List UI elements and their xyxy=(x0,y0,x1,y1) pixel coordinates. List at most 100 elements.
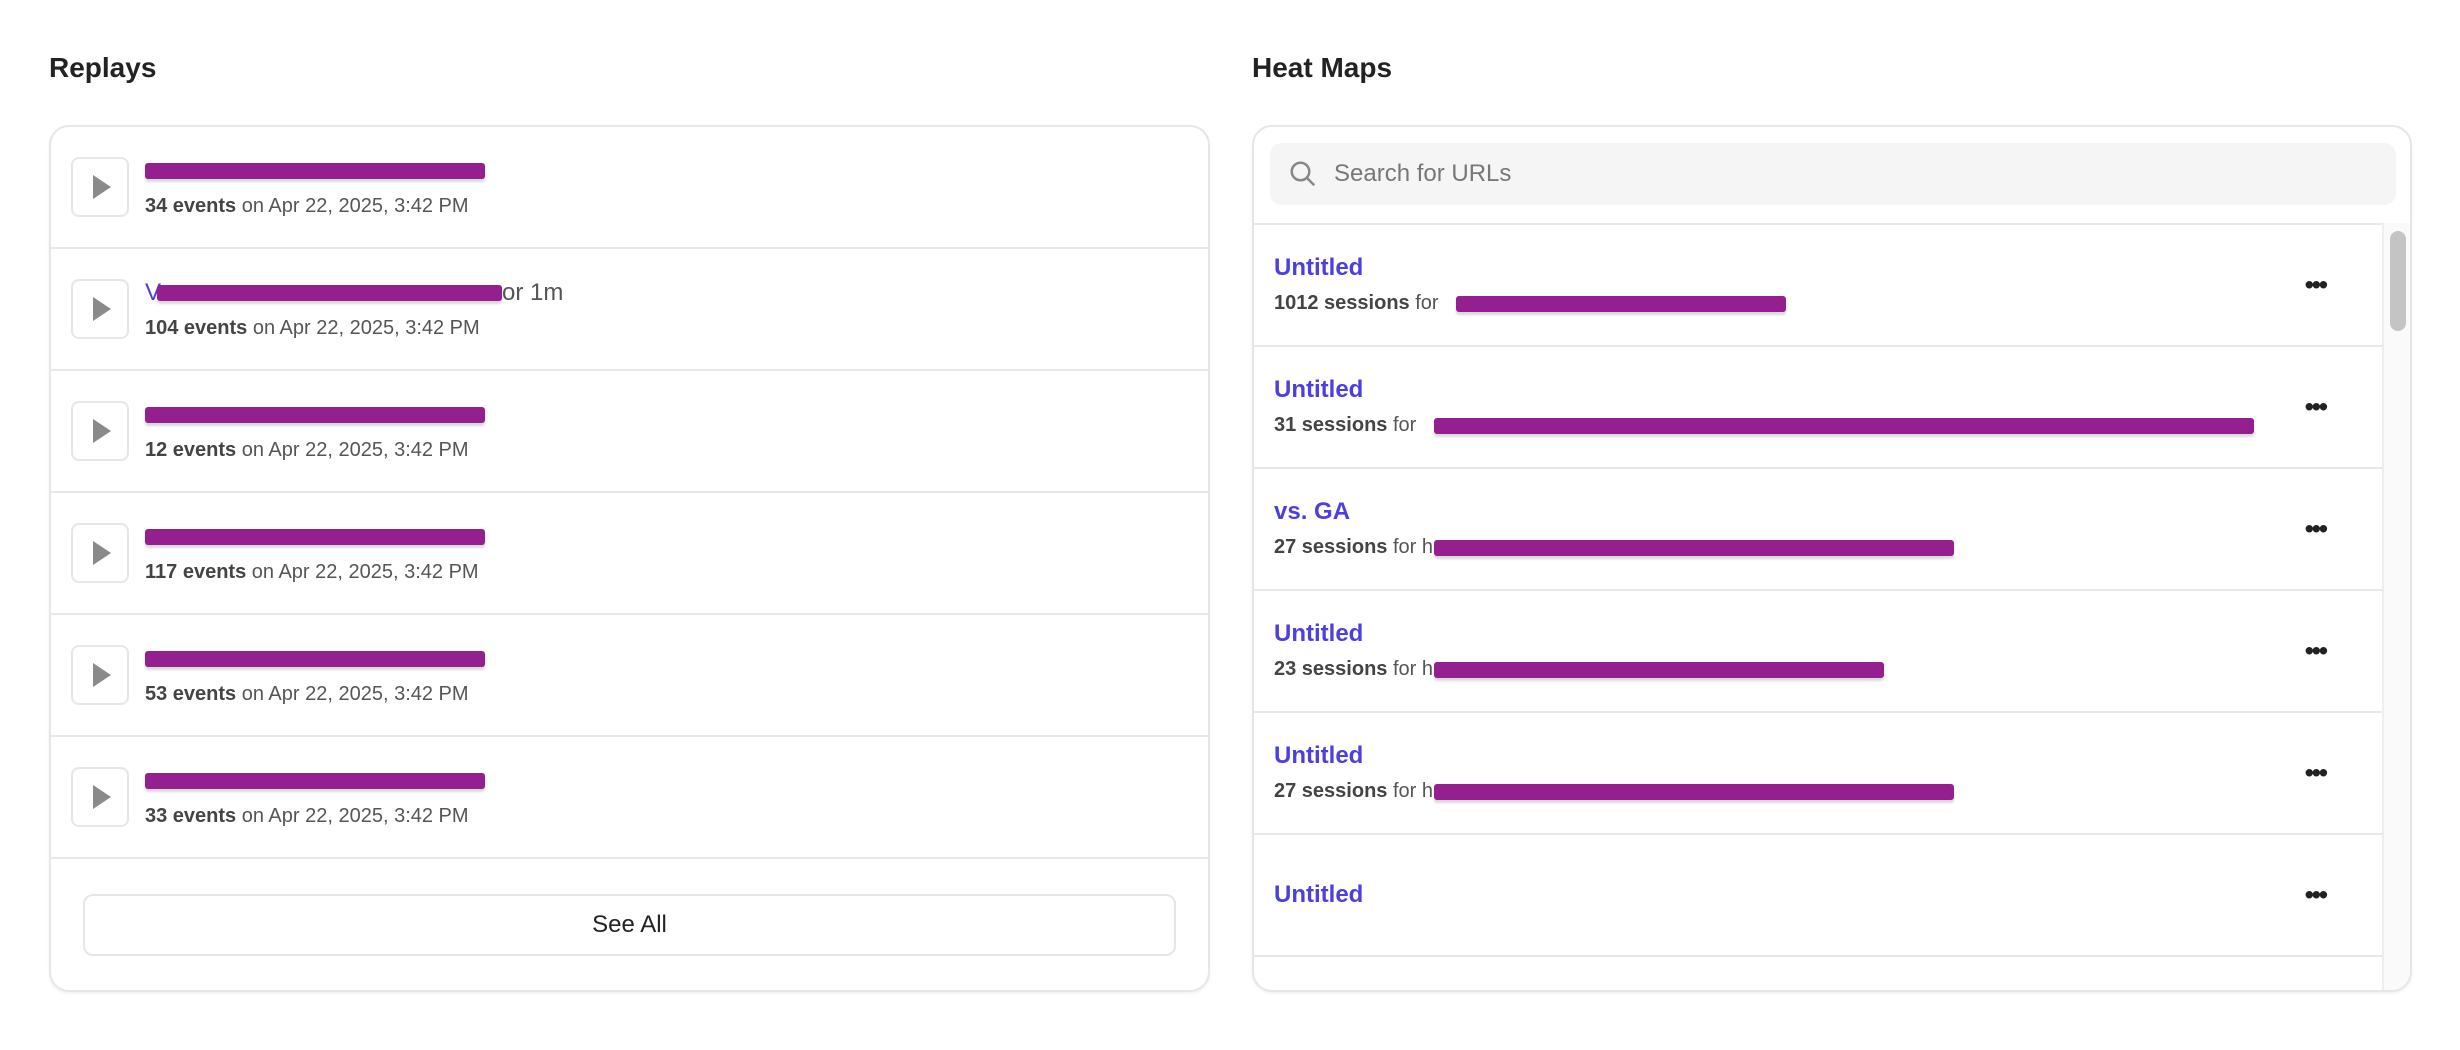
replay-row[interactable]: 117 events on Apr 22, 2025, 3:42 PM xyxy=(51,493,1208,615)
session-count: 1012 sessions xyxy=(1274,292,1410,314)
search-icon xyxy=(1290,161,1316,187)
heatmap-title[interactable]: Untitled xyxy=(1274,376,1364,403)
replay-info: V or 1m 104 events on Apr 22, 2025, 3:42… xyxy=(145,279,565,340)
replay-info: 12 events on Apr 22, 2025, 3:42 PM xyxy=(145,401,485,462)
scrollbar-thumb[interactable] xyxy=(2390,231,2406,331)
replay-meta: 53 events on Apr 22, 2025, 3:42 PM xyxy=(145,683,485,706)
visit-duration: or 1m xyxy=(502,278,564,306)
event-count: 117 events xyxy=(145,560,247,583)
redaction-mark xyxy=(1434,540,1954,556)
replay-title[interactable]: V or 1m xyxy=(145,279,565,307)
replay-row[interactable]: 53 events on Apr 22, 2025, 3:42 PM xyxy=(51,615,1208,737)
replay-info: 33 events on Apr 22, 2025, 3:42 PM xyxy=(145,767,485,828)
heatmap-title[interactable]: Untitled xyxy=(1274,881,1364,908)
scrollbar[interactable] xyxy=(2382,223,2410,990)
replay-title[interactable] xyxy=(145,645,485,673)
heatmap-meta: 27 sessions for h xyxy=(1274,536,2384,560)
url-prefix: for h xyxy=(1392,780,1434,802)
replay-row[interactable]: 34 events on Apr 22, 2025, 3:42 PM xyxy=(51,127,1208,249)
replay-meta: 104 events on Apr 22, 2025, 3:42 PM xyxy=(145,317,565,340)
ellipsis-icon[interactable]: ••• xyxy=(2304,879,2328,910)
play-button[interactable] xyxy=(71,523,129,583)
replay-date: on Apr 22, 2025, 3:42 PM xyxy=(252,316,480,339)
event-count: 33 events xyxy=(145,804,237,827)
heatmap-meta: 1012 sessions for xyxy=(1274,292,2384,316)
heatmap-meta: 31 sessions for xyxy=(1274,414,2384,438)
ellipsis-icon[interactable]: ••• xyxy=(2304,513,2328,544)
replay-meta: 34 events on Apr 22, 2025, 3:42 PM xyxy=(145,195,485,218)
replays-card: 34 events on Apr 22, 2025, 3:42 PM V or … xyxy=(49,125,1210,992)
heatmap-row[interactable]: Untitled 27 sessions for h ••• xyxy=(1254,713,2384,835)
heatmap-title[interactable]: Untitled xyxy=(1274,742,1364,769)
url-prefix: for xyxy=(1392,414,1417,436)
ellipsis-icon[interactable]: ••• xyxy=(2304,635,2328,666)
search-box xyxy=(1270,143,2396,205)
heatmap-row[interactable]: Untitled 1012 sessions for ••• xyxy=(1254,225,2384,347)
play-button[interactable] xyxy=(71,401,129,461)
event-count: 53 events xyxy=(145,682,237,705)
heatmap-row[interactable]: Untitled ••• xyxy=(1254,835,2384,957)
url-prefix: for h xyxy=(1392,658,1434,680)
redaction-mark xyxy=(1456,296,1786,312)
replay-row[interactable]: 12 events on Apr 22, 2025, 3:42 PM xyxy=(51,371,1208,493)
redaction-mark xyxy=(145,772,485,789)
replays-title: Replays xyxy=(49,52,157,83)
url-prefix: for h xyxy=(1392,536,1434,558)
replay-date: on Apr 22, 2025, 3:42 PM xyxy=(241,804,469,827)
search-input[interactable] xyxy=(1334,160,2334,188)
replay-title[interactable] xyxy=(145,767,485,795)
replay-meta: 33 events on Apr 22, 2025, 3:42 PM xyxy=(145,805,485,828)
redaction-mark xyxy=(145,650,485,667)
heatmap-row[interactable]: vs. GA 27 sessions for h ••• xyxy=(1254,469,2384,591)
session-count: 27 sessions xyxy=(1274,780,1388,802)
heatmaps-title: Heat Maps xyxy=(1252,52,1393,83)
heatmap-list: Untitled 1012 sessions for ••• Untitled 31 s… xyxy=(1254,223,2384,990)
event-count: 104 events xyxy=(145,316,248,339)
url-prefix: for xyxy=(1415,292,1439,314)
replay-row[interactable]: 33 events on Apr 22, 2025, 3:42 PM xyxy=(51,737,1208,859)
play-icon xyxy=(93,663,111,687)
replay-title[interactable] xyxy=(145,401,485,429)
play-button[interactable] xyxy=(71,767,129,827)
heatmap-row-partial[interactable] xyxy=(1254,957,2384,990)
play-button[interactable] xyxy=(71,157,129,217)
redaction-mark xyxy=(145,162,485,179)
redaction-mark xyxy=(1434,418,2254,434)
replay-date: on Apr 22, 2025, 3:42 PM xyxy=(251,560,479,583)
play-icon xyxy=(93,175,111,199)
heatmap-title[interactable]: Untitled xyxy=(1274,254,1364,281)
heatmap-title[interactable]: vs. GA xyxy=(1274,498,1351,525)
session-count: 23 sessions xyxy=(1274,658,1388,680)
heatmap-title[interactable]: Untitled xyxy=(1274,620,1364,647)
redaction-mark xyxy=(145,406,485,423)
heatmap-meta: 23 sessions for h xyxy=(1274,658,2384,682)
replay-date: on Apr 22, 2025, 3:42 PM xyxy=(241,194,469,217)
session-count: 27 sessions xyxy=(1274,536,1388,558)
replay-meta: 117 events on Apr 22, 2025, 3:42 PM xyxy=(145,561,485,584)
play-icon xyxy=(93,419,111,443)
replay-info: 117 events on Apr 22, 2025, 3:42 PM xyxy=(145,523,485,584)
heatmap-row[interactable]: Untitled 23 sessions for h ••• xyxy=(1254,591,2384,713)
heatmap-row[interactable]: Untitled 31 sessions for ••• xyxy=(1254,347,2384,469)
replay-date: on Apr 22, 2025, 3:42 PM xyxy=(241,682,469,705)
replay-meta: 12 events on Apr 22, 2025, 3:42 PM xyxy=(145,439,485,462)
event-count: 34 events xyxy=(145,194,237,217)
replay-row[interactable]: V or 1m 104 events on Apr 22, 2025, 3:42… xyxy=(51,249,1208,371)
heatmap-meta: 27 sessions for h xyxy=(1274,780,2384,804)
replay-date: on Apr 22, 2025, 3:42 PM xyxy=(241,438,469,461)
replay-info: 34 events on Apr 22, 2025, 3:42 PM xyxy=(145,157,485,218)
play-icon xyxy=(93,541,111,565)
event-count: 12 events xyxy=(145,438,237,461)
replay-title[interactable] xyxy=(145,523,485,551)
ellipsis-icon[interactable]: ••• xyxy=(2304,391,2328,422)
ellipsis-icon[interactable]: ••• xyxy=(2304,757,2328,788)
see-all-button[interactable]: See All xyxy=(83,894,1176,956)
session-count: 31 sessions xyxy=(1274,414,1388,436)
replay-title[interactable] xyxy=(145,157,485,185)
play-button[interactable] xyxy=(71,645,129,705)
ellipsis-icon[interactable]: ••• xyxy=(2304,269,2328,300)
play-icon xyxy=(93,785,111,809)
play-button[interactable] xyxy=(71,279,129,339)
redaction-mark xyxy=(1434,784,1954,800)
redaction-mark xyxy=(1434,662,1884,678)
